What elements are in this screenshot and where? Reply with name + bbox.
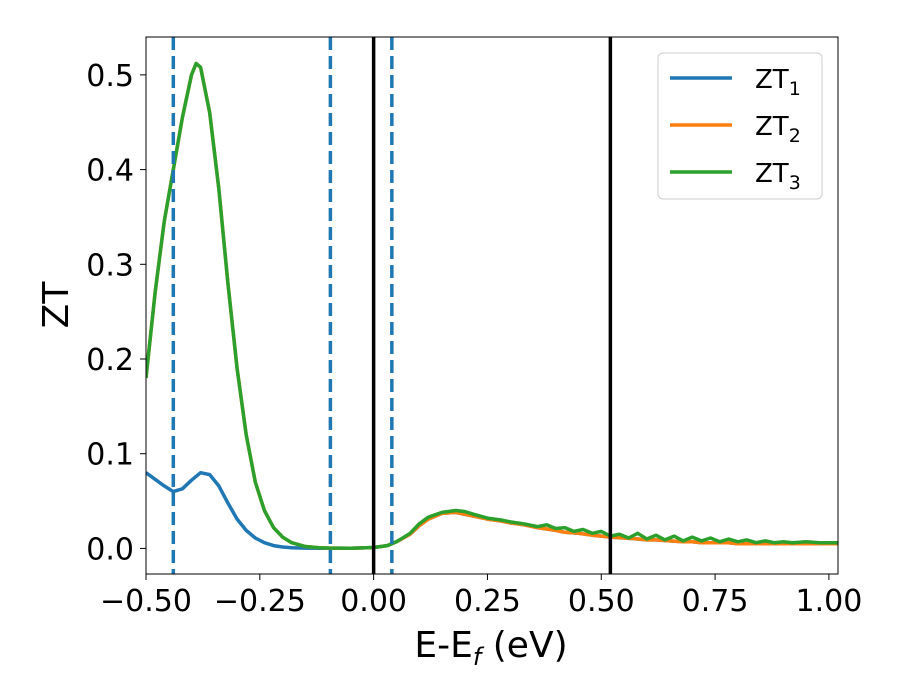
plot-layer: [146, 37, 838, 574]
y-tick-label-2: 0.2: [86, 343, 134, 378]
axes-frame: [145, 36, 839, 575]
x-tick-label-5: 0.75: [682, 584, 749, 619]
x-tick-label-3: 0.25: [454, 584, 521, 619]
legend-box: [657, 52, 823, 200]
axes-layer: −0.50 −0.25 0.00 0.25 0.50 0.75 1.00 0.0 0.1 0.2 0…: [86, 36, 862, 619]
y-tick-label-3: 0.3: [86, 248, 134, 283]
series-line-zt3: [146, 61, 838, 550]
y-tick-label-5: 0.5: [86, 59, 134, 94]
y-tick-label-0: 0.0: [86, 532, 134, 567]
x-tick-label-2: 0.00: [340, 584, 407, 619]
x-tick-label-1: −0.25: [214, 584, 306, 619]
x-axis-label-unit: (eV): [481, 625, 567, 666]
series-line-zt1: [146, 470, 838, 551]
x-axis-label: E-Ef (eV): [414, 625, 567, 671]
y-tick-label-1: 0.1: [86, 438, 134, 473]
plot-area: [146, 37, 838, 574]
y-axis-label: ZT: [36, 281, 77, 329]
x-tick-label-6: 1.00: [795, 584, 862, 619]
x-tick-label-4: 0.50: [568, 584, 635, 619]
y-tick-label-4: 0.4: [86, 154, 134, 189]
x-tick-label-0: −0.50: [100, 584, 192, 619]
